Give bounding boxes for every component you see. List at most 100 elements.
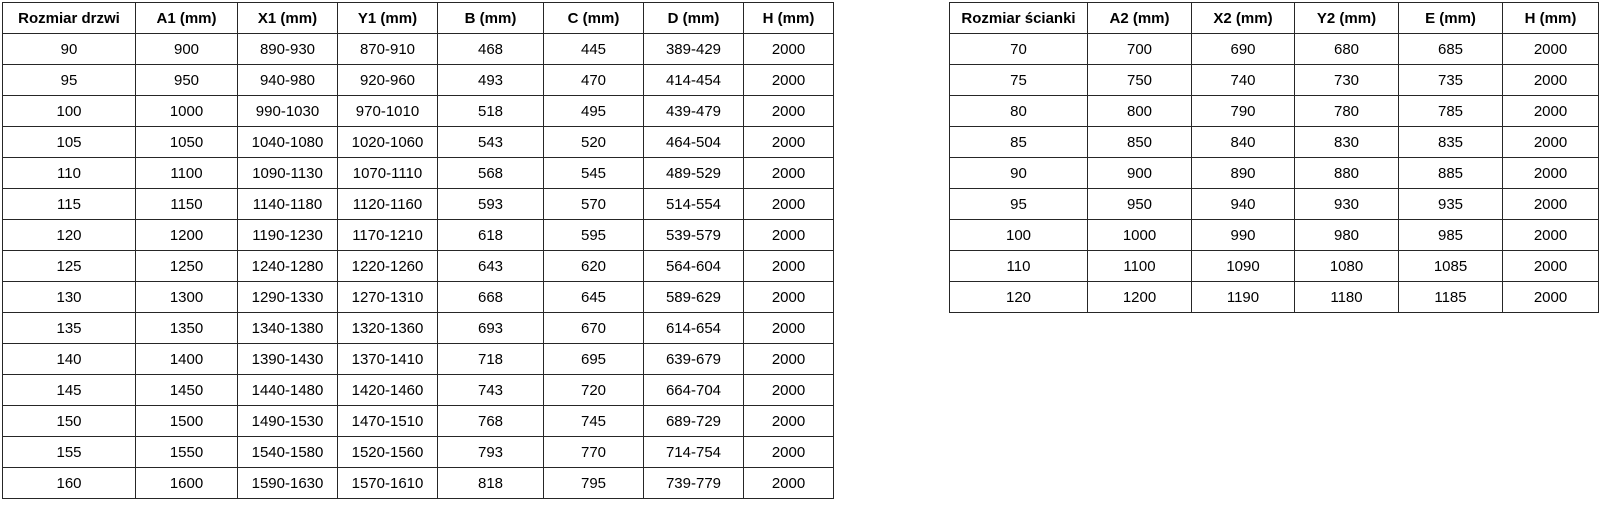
table-cell: 1340-1380 xyxy=(237,312,338,344)
table-cell: 2000 xyxy=(743,64,834,96)
table-cell: 850 xyxy=(1087,126,1192,158)
table-cell: 739-779 xyxy=(643,467,744,499)
table-cell: 840 xyxy=(1191,126,1295,158)
table-cell: 2000 xyxy=(743,219,834,251)
table-cell: 95 xyxy=(949,188,1088,220)
table-cell: 1320-1360 xyxy=(337,312,438,344)
table-cell: 1420-1460 xyxy=(337,374,438,406)
table-cell: 745 xyxy=(543,405,644,437)
column-header: H (mm) xyxy=(1502,2,1599,34)
table-cell: 1190 xyxy=(1191,281,1295,313)
table-cell: 1090-1130 xyxy=(237,157,338,189)
column-header: B (mm) xyxy=(437,2,544,34)
table-row: 80 800 790 780 785 2000 xyxy=(949,95,1599,127)
table-cell: 2000 xyxy=(1502,281,1599,313)
table-cell: 980 xyxy=(1294,219,1399,251)
table-cell: 1490-1530 xyxy=(237,405,338,437)
table-cell: 445 xyxy=(543,33,644,65)
table-cell: 95 xyxy=(2,64,136,96)
table-cell: 2000 xyxy=(743,405,834,437)
table-cell: 1185 xyxy=(1398,281,1503,313)
table-cell: 768 xyxy=(437,405,544,437)
table-cell: 618 xyxy=(437,219,544,251)
table-row: 140 1400 1390-1430 1370-1410 718 695 639-679 20… xyxy=(2,343,834,375)
table-cell: 110 xyxy=(2,157,136,189)
table-cell: 2000 xyxy=(1502,157,1599,189)
door-table-body: 90 900 890-930 870-910 468 445 389-429 2000 95 95… xyxy=(2,33,834,499)
table-cell: 570 xyxy=(543,188,644,220)
table-cell: 2000 xyxy=(743,157,834,189)
column-header: Rozmiar drzwi xyxy=(2,2,136,34)
column-header: A1 (mm) xyxy=(135,2,238,34)
table-row: 100 1000 990 980 985 2000 xyxy=(949,219,1599,251)
column-header: X1 (mm) xyxy=(237,2,338,34)
table-cell: 135 xyxy=(2,312,136,344)
table-cell: 493 xyxy=(437,64,544,96)
table-cell: 1550 xyxy=(135,436,238,468)
table-cell: 920-960 xyxy=(337,64,438,96)
table-cell: 464-504 xyxy=(643,126,744,158)
table-cell: 568 xyxy=(437,157,544,189)
table-cell: 90 xyxy=(2,33,136,65)
table-cell: 880 xyxy=(1294,157,1399,189)
table-cell: 950 xyxy=(1087,188,1192,220)
table-cell: 1350 xyxy=(135,312,238,344)
table-cell: 2000 xyxy=(743,343,834,375)
table-cell: 639-679 xyxy=(643,343,744,375)
column-header: E (mm) xyxy=(1398,2,1503,34)
table-cell: 1270-1310 xyxy=(337,281,438,313)
table-cell: 790 xyxy=(1191,95,1295,127)
table-cell: 1450 xyxy=(135,374,238,406)
table-cell: 935 xyxy=(1398,188,1503,220)
table-cell: 115 xyxy=(2,188,136,220)
table-cell: 80 xyxy=(949,95,1088,127)
table-cell: 970-1010 xyxy=(337,95,438,127)
table-cell: 940 xyxy=(1191,188,1295,220)
table-cell: 1200 xyxy=(135,219,238,251)
table-cell: 489-529 xyxy=(643,157,744,189)
table-cell: 2000 xyxy=(743,374,834,406)
table-cell: 1300 xyxy=(135,281,238,313)
table-cell: 1250 xyxy=(135,250,238,282)
table-row: 160 1600 1590-1630 1570-1610 818 795 739-779 20… xyxy=(2,467,834,499)
wall-panel-sizes-table: Rozmiar ścianki A2 (mm) X2 (mm) Y2 (mm) E (m… xyxy=(949,2,1599,313)
table-cell: 2000 xyxy=(1502,219,1599,251)
table-cell: 543 xyxy=(437,126,544,158)
table-cell: 900 xyxy=(135,33,238,65)
table-cell: 2000 xyxy=(1502,33,1599,65)
table-cell: 514-554 xyxy=(643,188,744,220)
table-cell: 470 xyxy=(543,64,644,96)
table-cell: 730 xyxy=(1294,64,1399,96)
table-cell: 890-930 xyxy=(237,33,338,65)
table-row: 100 1000 990-1030 970-1010 518 495 439-479 2000 xyxy=(2,95,834,127)
table-cell: 940-980 xyxy=(237,64,338,96)
table-row: 90 900 890-930 870-910 468 445 389-429 2000 xyxy=(2,33,834,65)
table-cell: 714-754 xyxy=(643,436,744,468)
table-cell: 100 xyxy=(949,219,1088,251)
table-cell: 2000 xyxy=(743,95,834,127)
table-cell: 1520-1560 xyxy=(337,436,438,468)
table-cell: 835 xyxy=(1398,126,1503,158)
table-cell: 900 xyxy=(1087,157,1192,189)
table-row: 145 1450 1440-1480 1420-1460 743 720 664-704 20… xyxy=(2,374,834,406)
table-cell: 140 xyxy=(2,343,136,375)
table-cell: 2000 xyxy=(743,188,834,220)
table-cell: 389-429 xyxy=(643,33,744,65)
table-cell: 145 xyxy=(2,374,136,406)
table-cell: 1600 xyxy=(135,467,238,499)
table-cell: 743 xyxy=(437,374,544,406)
table-cell: 643 xyxy=(437,250,544,282)
table-cell: 2000 xyxy=(743,33,834,65)
table-cell: 1000 xyxy=(135,95,238,127)
table-row: 115 1150 1140-1180 1120-1160 593 570 514-554 20… xyxy=(2,188,834,220)
table-cell: 668 xyxy=(437,281,544,313)
table-cell: 740 xyxy=(1191,64,1295,96)
table-cell: 689-729 xyxy=(643,405,744,437)
table-cell: 545 xyxy=(543,157,644,189)
table-cell: 468 xyxy=(437,33,544,65)
wall-table-body: 70 700 690 680 685 2000 75 750 740 730 735 2000 80 80… xyxy=(949,33,1599,313)
table-cell: 2000 xyxy=(743,467,834,499)
table-row: 130 1300 1290-1330 1270-1310 668 645 589-629 20… xyxy=(2,281,834,313)
table-cell: 750 xyxy=(1087,64,1192,96)
